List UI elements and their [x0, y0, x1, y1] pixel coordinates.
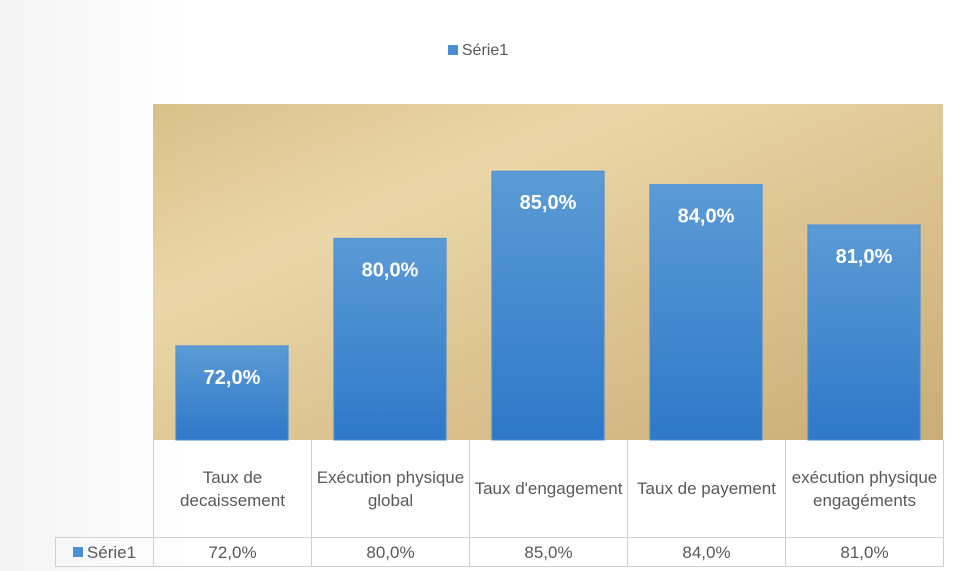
- data-label: 85,0%: [520, 192, 577, 214]
- bar: [649, 184, 763, 441]
- category-label: Taux de decaissement: [153, 440, 311, 537]
- category-label: Taux de payement: [627, 440, 785, 537]
- bar: [333, 237, 447, 441]
- data-label: 81,0%: [836, 246, 893, 268]
- legend-label: Série1: [461, 42, 509, 59]
- table-border: [943, 440, 944, 567]
- legend-key: [72, 547, 83, 557]
- table-value: 80,0%: [311, 537, 469, 567]
- table-value: 81,0%: [785, 537, 943, 567]
- table-value: 72,0%: [153, 537, 311, 567]
- bar: [491, 170, 605, 441]
- data-label: 80,0%: [362, 259, 419, 281]
- data-label: 84,0%: [678, 206, 735, 228]
- data-label: 72,0%: [204, 367, 261, 389]
- bar: [807, 224, 921, 441]
- bar: [175, 345, 289, 441]
- table-series-label: Série1: [55, 537, 153, 567]
- legend-key: [447, 45, 458, 55]
- series-name: Série1: [86, 542, 137, 562]
- category-label: Exécution physique global: [311, 440, 469, 537]
- legend: Série1: [0, 42, 956, 60]
- table-value: 84,0%: [627, 537, 785, 567]
- category-label: exécution physique engagéments: [785, 440, 943, 537]
- table-value: 85,0%: [469, 537, 627, 567]
- category-label: Taux d'engagement: [469, 440, 627, 537]
